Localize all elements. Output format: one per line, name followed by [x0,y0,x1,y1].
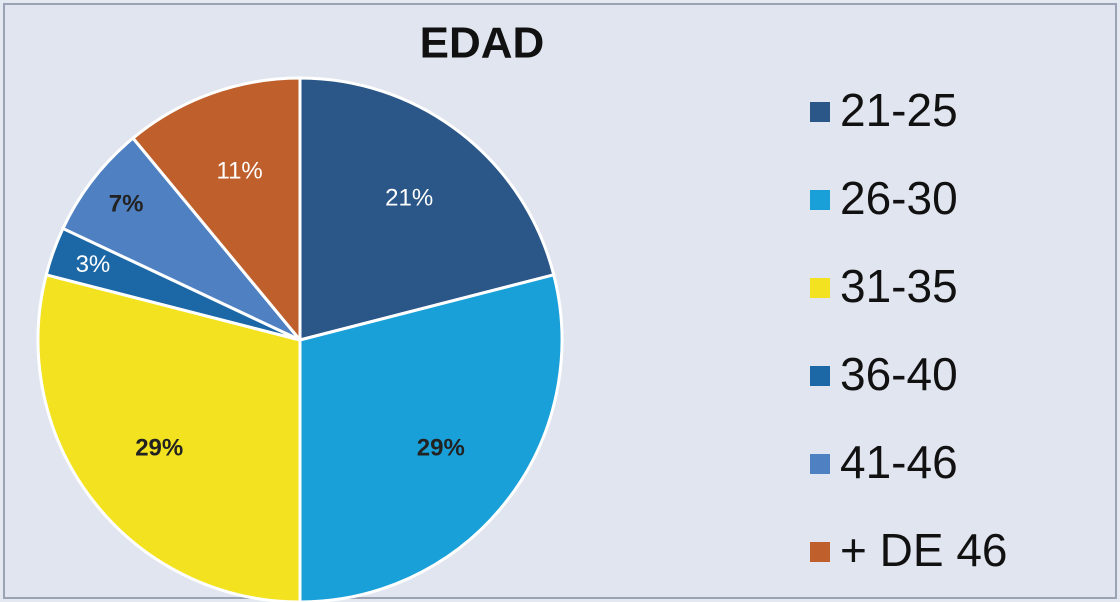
legend-label: 26-30 [840,172,958,224]
legend-swatch [810,102,830,122]
pie-slice [60,136,302,342]
legend-label: 41-46 [840,436,958,488]
legend-label: 36-40 [840,348,958,400]
slice-label: 11% [217,158,263,185]
slice-label: 21% [385,185,433,212]
slice-label: 29% [417,435,465,462]
legend-label: 31-35 [840,260,958,312]
slice-label: 29% [135,435,183,462]
legend-swatch [810,542,830,562]
pie-slice [298,76,556,342]
chart-title: EDAD [420,19,545,68]
legend-swatch [810,454,830,474]
legend-swatch [810,190,830,210]
slice-label: 3% [76,251,111,278]
pie-slice [298,273,564,602]
legend-label: 21-25 [840,84,958,136]
slice-label: 7% [109,190,144,217]
legend-swatch [810,278,830,298]
pie-slice [36,273,302,602]
legend-swatch [810,366,830,386]
pie-slice [130,76,302,345]
legend-label: + DE 46 [840,524,1008,576]
